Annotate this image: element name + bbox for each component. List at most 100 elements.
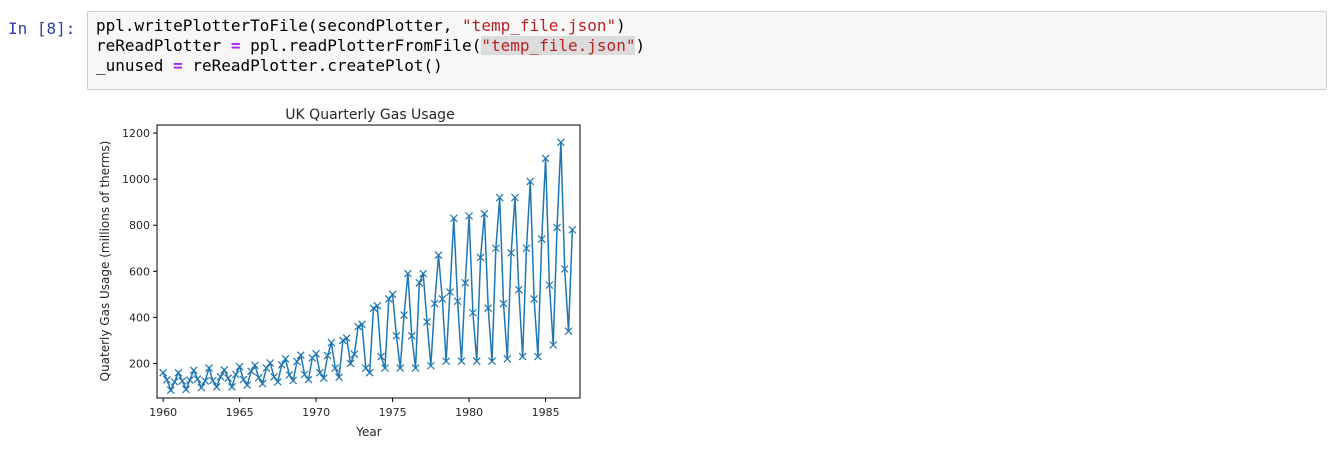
data-point-marker xyxy=(530,295,539,303)
data-point-marker xyxy=(453,297,462,306)
data-point-marker xyxy=(182,385,190,394)
data-point-marker xyxy=(304,375,313,384)
data-point-marker xyxy=(277,360,286,369)
data-point-marker xyxy=(396,364,405,372)
y-tick-label: 400 xyxy=(129,311,150,324)
y-axis-label: Quaterly Gas Usage (millions of therms) xyxy=(98,141,112,382)
cell-prompt: In [8]: xyxy=(8,19,76,38)
data-point-marker xyxy=(354,322,363,331)
code-text: ) xyxy=(635,36,646,55)
data-point-marker xyxy=(465,212,474,220)
data-point-marker xyxy=(197,383,206,392)
plot-layer xyxy=(159,138,577,395)
x-tick-label: 1975 xyxy=(379,406,407,419)
data-point-marker xyxy=(319,374,328,383)
data-point-marker xyxy=(254,373,263,382)
data-point-marker xyxy=(185,376,194,384)
data-point-marker xyxy=(457,357,466,366)
data-point-marker xyxy=(266,359,275,367)
data-point-marker xyxy=(442,357,451,366)
assignment-operator: = xyxy=(173,56,183,75)
data-point-marker xyxy=(216,372,225,381)
data-point-marker xyxy=(407,331,416,340)
x-tick-label: 1970 xyxy=(302,406,330,419)
data-point-marker xyxy=(224,374,233,383)
data-point-marker xyxy=(312,349,321,358)
data-point-marker xyxy=(338,336,347,345)
data-point-marker xyxy=(365,368,374,377)
data-point-marker xyxy=(346,359,355,368)
y-tick-label: 1200 xyxy=(122,127,150,140)
data-point-marker xyxy=(331,364,340,372)
data-point-marker xyxy=(250,361,259,370)
data-point-marker xyxy=(449,214,458,223)
data-point-marker xyxy=(476,253,485,262)
data-point-marker xyxy=(568,225,577,234)
data-point-marker xyxy=(212,383,221,391)
data-point-marker xyxy=(537,235,546,243)
data-point-marker xyxy=(247,367,256,376)
y-tick-label: 1000 xyxy=(122,173,150,186)
data-point-marker xyxy=(553,223,561,232)
data-point-marker xyxy=(231,370,240,379)
data-point-marker xyxy=(446,288,454,296)
data-point-marker xyxy=(342,334,351,343)
data-point-marker xyxy=(541,154,550,163)
data-point-marker xyxy=(281,354,290,363)
data-point-marker xyxy=(270,372,278,381)
code-text: reReadPlotter.createPlot() xyxy=(182,56,443,75)
data-point-marker xyxy=(220,365,229,374)
data-point-marker xyxy=(507,248,516,257)
code-editor[interactable]: ppl.writePlotterToFile(secondPlotter, "t… xyxy=(96,16,645,76)
assignment-operator: = xyxy=(230,36,241,55)
data-point-marker xyxy=(335,373,343,382)
data-point-marker xyxy=(293,357,301,366)
data-point-marker xyxy=(522,244,531,253)
code-text: ) xyxy=(616,16,626,35)
code-text: ppl.writePlotterToFile(secondPlotter, xyxy=(96,16,463,35)
cell-output: UK Quarterly Gas Usage 1960 1965 1970 1975 1… xyxy=(95,100,595,450)
data-point-marker xyxy=(564,327,573,336)
y-tick-label: 200 xyxy=(129,357,150,370)
x-tick-label: 1960 xyxy=(149,406,177,419)
chart-title: UK Quarterly Gas Usage xyxy=(285,107,454,123)
data-point-marker xyxy=(430,299,439,308)
data-point-marker xyxy=(243,381,252,390)
data-point-marker xyxy=(514,285,523,294)
plot-frame xyxy=(156,124,581,399)
data-point-marker xyxy=(545,281,554,290)
data-point-marker xyxy=(350,350,359,359)
y-tick-label: 800 xyxy=(129,219,150,232)
data-point-marker xyxy=(480,209,489,218)
data-point-marker xyxy=(208,376,217,385)
data-point-marker xyxy=(426,361,435,370)
data-point-marker xyxy=(273,377,282,386)
series-line xyxy=(162,142,574,393)
data-point-marker xyxy=(434,251,443,260)
data-point-marker xyxy=(316,368,324,377)
data-point-marker xyxy=(205,364,213,372)
data-point-marker xyxy=(423,318,431,326)
x-axis-label: Year xyxy=(355,425,381,439)
data-point-marker xyxy=(285,371,294,379)
data-point-marker xyxy=(373,301,382,310)
x-tick-label: 1965 xyxy=(226,406,254,419)
code-cell-input[interactable]: ppl.writePlotterToFile(secondPlotter, "t… xyxy=(87,11,1327,90)
data-point-marker xyxy=(163,375,171,384)
data-point-marker xyxy=(511,193,519,202)
data-point-marker xyxy=(377,352,386,361)
code-line-2: reReadPlotter = ppl.readPlotterFromFile(… xyxy=(96,36,645,55)
code-text: ppl.readPlotterFromFile( xyxy=(240,36,482,55)
data-point-marker xyxy=(438,295,447,303)
data-point-marker xyxy=(411,364,420,372)
data-point-marker xyxy=(419,269,428,278)
data-point-marker xyxy=(327,338,336,347)
data-point-marker xyxy=(491,244,500,253)
y-tick-label: 600 xyxy=(129,265,150,278)
data-point-marker xyxy=(415,278,424,287)
data-point-marker xyxy=(170,377,179,386)
data-point-marker xyxy=(472,357,481,366)
data-point-marker xyxy=(289,376,298,385)
data-point-marker xyxy=(235,362,244,371)
data-point-marker xyxy=(495,193,504,202)
